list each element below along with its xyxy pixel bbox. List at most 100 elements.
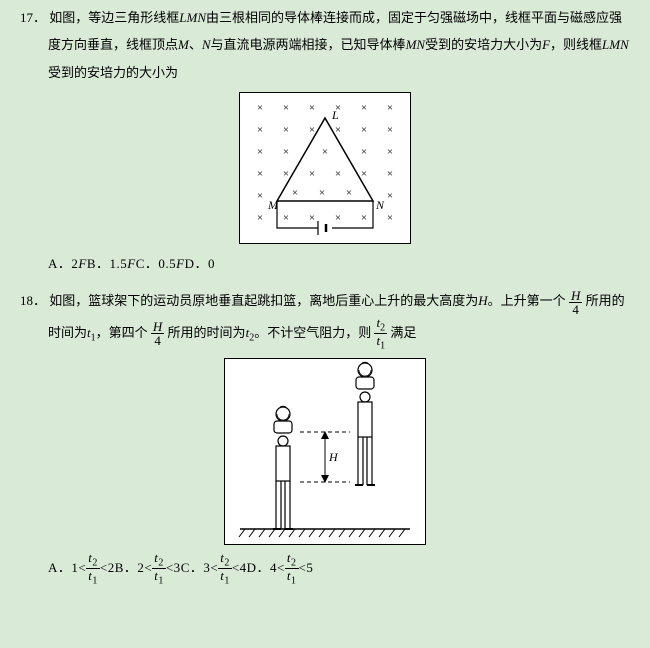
svg-text:×: ×	[335, 168, 341, 180]
q17-body: 17． 如图，等边三角形线框LMN由三根相同的导体棒连接而成，固定于匀强磁场中，…	[20, 4, 630, 86]
q18-opt-b2: <3	[166, 560, 181, 575]
svg-text:×: ×	[257, 190, 263, 202]
q17-figure: ×××××× ×××××× ×××× ×××× ×× ×××××× × ×× ×…	[239, 92, 411, 244]
svg-text:×: ×	[387, 124, 393, 136]
q18-text-1a: 如图，篮球架下的运动员原地垂直起跳扣篮，离地后重心上升的最大高度为	[49, 293, 478, 308]
svg-text:×: ×	[335, 212, 341, 224]
q17-text-2b: 、	[189, 37, 202, 52]
q18-line2: 时间为 t1 ，第四个 H4 所用的时间为 t2。不计空气阻力，则 t2t1 满足	[20, 316, 630, 352]
question-18: 18． 如图，篮球架下的运动员原地垂直起跳扣篮，离地后重心上升的最大高度为H。上…	[20, 287, 630, 587]
svg-text:×: ×	[361, 102, 367, 114]
svg-text:×: ×	[283, 168, 289, 180]
q18-opt-c2: <4	[232, 560, 247, 575]
q18-opt-frac-d: t2t1	[285, 551, 299, 587]
q18-body: 18． 如图，篮球架下的运动员原地垂直起跳扣篮，离地后重心上升的最大高度为H。上…	[20, 287, 630, 352]
q17-opt-d: D．0	[185, 256, 215, 271]
q18-opt-frac-a: t2t1	[86, 551, 100, 587]
svg-text:×: ×	[361, 168, 367, 180]
q18-figure-svg: H	[225, 359, 425, 544]
q18-options: A．1<t2t1<2B．2<t2t1<3C．3<t2t1<4D．4<t2t1<5	[20, 551, 630, 587]
svg-text:×: ×	[387, 212, 393, 224]
q17-opt-a: A．2	[48, 256, 78, 271]
svg-text:×: ×	[322, 146, 328, 158]
svg-text:×: ×	[361, 124, 367, 136]
svg-text:×: ×	[257, 168, 263, 180]
page-content: 17． 如图，等边三角形线框LMN由三根相同的导体棒连接而成，固定于匀强磁场中，…	[0, 0, 650, 607]
q17-opt-b-v: F	[127, 256, 135, 271]
q18-frac3-den: t1	[374, 334, 387, 352]
q17-var-lmn2: LMN	[602, 37, 629, 52]
svg-text:×: ×	[346, 187, 352, 199]
q18-opt-a: A．1<	[48, 560, 86, 575]
svg-text:×: ×	[309, 168, 315, 180]
q18-frac1-num: H	[569, 289, 582, 303]
q18-opt-frac-c: t2t1	[218, 551, 232, 587]
q17-opt-b: B．1.5	[87, 256, 127, 271]
q17-fig-label-L: L	[331, 108, 339, 122]
question-17: 17． 如图，等边三角形线框LMN由三根相同的导体棒连接而成，固定于匀强磁场中，…	[20, 4, 630, 277]
q18-opt-a2: <2	[100, 560, 115, 575]
q18-text-2e: 满足	[390, 325, 416, 340]
q17-number: 17．	[20, 10, 46, 25]
q18-figure: H	[224, 358, 426, 545]
q17-var-n: N	[202, 37, 211, 52]
q18-number: 18．	[20, 293, 46, 308]
q17-text-2a: 度方向垂直，线框顶点	[48, 37, 178, 52]
svg-text:×: ×	[361, 212, 367, 224]
svg-text:×: ×	[283, 102, 289, 114]
q18-frac2-den: 4	[151, 334, 164, 347]
q18-text-1c: 所用的	[586, 293, 625, 308]
svg-text:×: ×	[309, 102, 315, 114]
svg-text:×: ×	[387, 102, 393, 114]
q17-text-2c: 与直流电源两端相接，已知导体棒	[211, 37, 406, 52]
q18-text-2b: ，第四个	[96, 325, 148, 340]
q17-text-1b: 由三根相同的导体棒连接而成，固定于匀强磁场中，线框平面与磁感应强	[206, 10, 622, 25]
q18-frac1-den: 4	[569, 303, 582, 316]
q18-text-2c: 所用的时间为	[168, 325, 246, 340]
q18-frac3: t2t1	[374, 316, 387, 352]
svg-text:×: ×	[283, 146, 289, 158]
q18-frac3-num: t2	[374, 316, 387, 335]
q18-frac2: H4	[151, 320, 164, 347]
q18-frac2-num: H	[151, 320, 164, 334]
q18-text-1b: 。上升第一个	[488, 293, 566, 308]
q18-opt-b: B．2<	[115, 560, 153, 575]
svg-text:×: ×	[319, 187, 325, 199]
q17-line2: 度方向垂直，线框顶点M、N与直流电源两端相接，已知导体棒MN受到的安培力大小为F…	[20, 31, 630, 58]
svg-text:×: ×	[257, 124, 263, 136]
svg-text:×: ×	[283, 212, 289, 224]
q17-var-lmn1: LMN	[179, 10, 206, 25]
q18-opt-d2: <5	[299, 560, 314, 575]
q17-opt-a-v: F	[78, 256, 86, 271]
svg-text:×: ×	[283, 124, 289, 136]
q17-fig-label-N: N	[375, 198, 385, 212]
q17-opt-c: C．0.5	[136, 256, 176, 271]
q17-text-2d: 受到的安培力大小为	[425, 37, 542, 52]
svg-text:×: ×	[257, 146, 263, 158]
q18-text-2d: 。不计空气阻力，则	[254, 325, 371, 340]
q17-text-2e: ，则线框	[550, 37, 602, 52]
q17-line3: 受到的安培力的大小为	[20, 59, 630, 86]
q17-var-m: M	[178, 37, 189, 52]
q18-opt-frac-b: t2t1	[152, 551, 166, 587]
q17-figure-svg: ×××××× ×××××× ×××× ×××× ×× ×××××× × ×× ×…	[240, 93, 410, 243]
q18-text-2a: 时间为	[48, 325, 87, 340]
q18-var-H: H	[478, 293, 487, 308]
q18-fig-label-H: H	[328, 450, 339, 464]
q17-var-f: F	[542, 37, 550, 52]
q18-frac1: H4	[569, 289, 582, 316]
svg-text:×: ×	[361, 146, 367, 158]
svg-text:×: ×	[257, 212, 263, 224]
svg-text:×: ×	[309, 212, 315, 224]
svg-text:×: ×	[335, 124, 341, 136]
q17-options: A．2FB．1.5FC．0.5FD．0	[20, 250, 630, 277]
q18-opt-d: D．4<	[247, 560, 285, 575]
q17-var-mn: MN	[406, 37, 426, 52]
svg-text:×: ×	[257, 102, 263, 114]
q18-opt-c: C．3<	[181, 560, 219, 575]
q17-opt-c-v: F	[176, 256, 184, 271]
svg-text:×: ×	[387, 190, 393, 202]
svg-text:×: ×	[309, 124, 315, 136]
q17-text-1a: 如图，等边三角形线框	[49, 10, 179, 25]
svg-text:×: ×	[292, 187, 298, 199]
